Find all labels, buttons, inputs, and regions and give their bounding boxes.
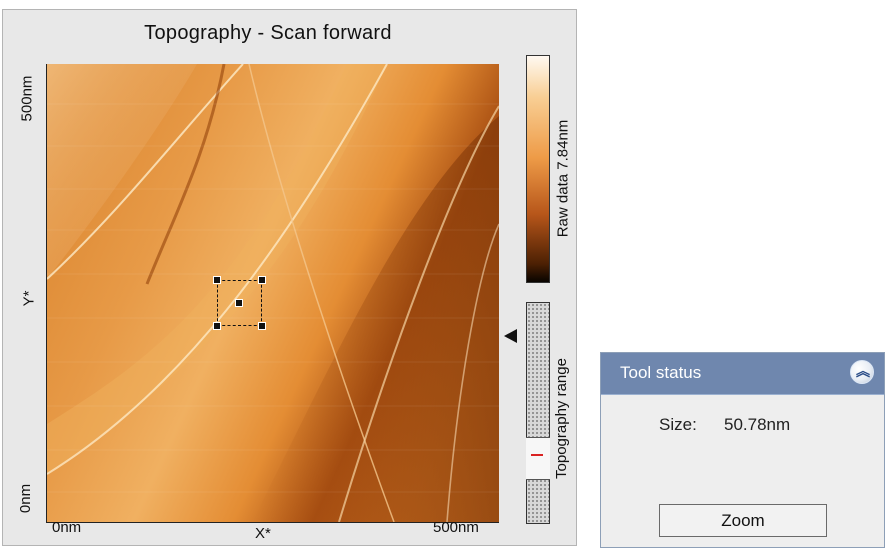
colorbar-label: Raw data 7.84nm (554, 120, 571, 238)
upper-terrace (47, 64, 197, 279)
marker-handle-top-left[interactable] (214, 277, 220, 283)
marker-handle-bottom-left[interactable] (214, 323, 220, 329)
topography-range-bar[interactable] (526, 302, 550, 524)
tool-status-panel: Tool status ︽ Size: 50.78nm Zoom (600, 352, 885, 548)
range-current-line (531, 454, 543, 456)
double-chevron-up-icon[interactable]: ︽ (850, 360, 874, 384)
y-axis-top-label: 500nm (18, 76, 35, 122)
marker-handle-top-right[interactable] (259, 277, 265, 283)
height-colorbar (526, 55, 550, 283)
y-axis-bottom-label: 0nm (17, 484, 34, 513)
marker-center-handle[interactable] (236, 300, 242, 306)
x-axis-left-label: 0nm (52, 519, 81, 536)
size-value: 50.78nm (724, 415, 790, 435)
x-axis-right-label: 500nm (433, 519, 479, 536)
scan-title: Topography - Scan forward (3, 22, 533, 45)
y-axis-label: Y* (20, 291, 37, 307)
range-window[interactable] (526, 437, 550, 480)
tool-status-header: Tool status ︽ (601, 353, 884, 395)
topography-scan-panel: Topography - Scan forward 500nm Y* 0nm (2, 9, 577, 546)
range-label: Topography range (553, 358, 570, 479)
marker-handle-bottom-right[interactable] (259, 323, 265, 329)
size-label: Size: (659, 415, 697, 435)
tool-status-title: Tool status (620, 363, 701, 383)
x-axis-label: X* (255, 525, 271, 542)
range-pointer-icon[interactable] (504, 329, 517, 343)
topography-surface (47, 64, 499, 522)
zoom-button[interactable]: Zoom (659, 504, 827, 537)
topography-image[interactable] (46, 64, 499, 523)
